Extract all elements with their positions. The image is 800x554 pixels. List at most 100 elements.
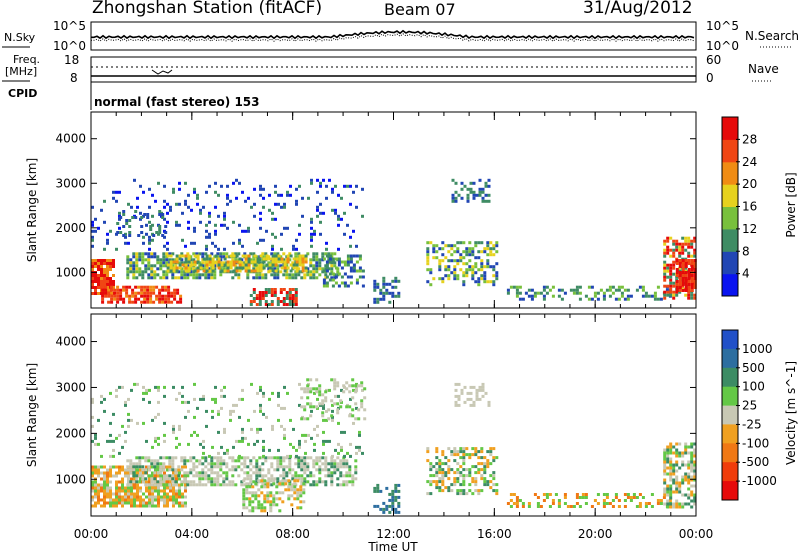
power-cell [161, 285, 165, 289]
velocity-cell [394, 486, 398, 490]
velocity-cell [168, 456, 172, 460]
velocity-cell [141, 474, 145, 478]
power-cell [620, 294, 624, 298]
velocity-cell [337, 451, 340, 455]
power-cell [318, 267, 322, 271]
power-cell [471, 247, 475, 251]
velocity-cell [145, 388, 148, 392]
power-cell [130, 205, 133, 209]
velocity-cell [459, 465, 463, 469]
velocity-cell [217, 412, 220, 416]
velocity-cell [663, 457, 667, 461]
velocity-cell [139, 495, 142, 499]
power-cell [349, 257, 353, 261]
power-cell [144, 264, 148, 268]
velocity-cell [426, 450, 430, 454]
velocity-cell [454, 394, 458, 398]
power-cell [164, 285, 168, 289]
velocity-cell [345, 474, 349, 478]
velocity-cell [391, 504, 395, 508]
velocity-cell [303, 468, 307, 472]
power-cell [349, 254, 353, 258]
velocity-cell [287, 485, 291, 489]
power-cell [294, 288, 298, 291]
velocity-cell [295, 454, 298, 458]
velocity-cell [249, 474, 253, 478]
power-cell [542, 297, 546, 301]
velocity-cell [109, 486, 112, 490]
velocity-cell [180, 456, 184, 460]
velocity-cell [189, 468, 193, 472]
velocity-cell [303, 471, 307, 475]
velocity-cell [312, 474, 316, 478]
power-cell [169, 254, 173, 258]
velocity-cell [348, 480, 352, 484]
power-cell [340, 281, 344, 285]
velocity-cell [438, 459, 442, 463]
velocity-cell [129, 471, 133, 475]
velocity-cell [539, 505, 543, 508]
velocity-cell [132, 474, 136, 478]
velocity-cell [687, 496, 691, 500]
velocity-cell [126, 459, 130, 463]
power-cell [337, 217, 340, 221]
power-cell [286, 257, 290, 261]
power-cell [113, 291, 117, 295]
power-cell [614, 288, 618, 292]
power-cell [545, 291, 549, 295]
power-cell [122, 285, 126, 289]
cpid-panel: CPID normal (fast stereo) 153 [8, 82, 260, 110]
power-cell [309, 276, 313, 280]
power-cell [687, 271, 691, 274]
velocity-cell [345, 480, 349, 484]
power-cell [352, 269, 356, 273]
power-cell [465, 250, 469, 254]
velocity-cell [148, 400, 151, 404]
power-cell [693, 293, 697, 297]
colorbar-swatch [722, 367, 738, 388]
velocity-cell [162, 468, 166, 472]
power-cell [204, 252, 208, 256]
power-cell [280, 232, 283, 236]
velocity-cell [363, 417, 367, 421]
power-cell [289, 254, 293, 258]
power-cell [107, 288, 111, 292]
velocity-cell [115, 480, 118, 484]
velocity-cell [435, 462, 439, 466]
power-cell [391, 294, 395, 298]
power-cell [294, 297, 298, 300]
power-cell [112, 262, 115, 265]
power-cell [161, 297, 165, 301]
velocity-cell [684, 475, 688, 479]
velocity-cell [324, 474, 328, 478]
power-cell [110, 297, 114, 301]
power-cell [189, 261, 193, 265]
power-cell [294, 255, 298, 259]
power-cell [495, 274, 499, 278]
power-cell [477, 277, 481, 281]
power-cell [690, 296, 694, 300]
power-cell [426, 241, 430, 245]
velocity-cell [97, 501, 100, 505]
power-cell [202, 269, 206, 273]
power-cell [333, 276, 337, 280]
power-cell [259, 254, 263, 258]
velocity-cell [109, 498, 112, 502]
power-cell [672, 284, 676, 288]
velocity-cell [355, 445, 358, 449]
power-cell [148, 220, 151, 224]
velocity-cell [181, 504, 184, 508]
velocity-cell [316, 397, 319, 401]
power-cell [331, 190, 334, 194]
power-cell [471, 277, 475, 281]
velocity-cell [284, 482, 288, 486]
velocity-cell [269, 509, 273, 513]
power-cell [112, 196, 115, 200]
power-cell [159, 261, 163, 265]
velocity-cell [259, 388, 262, 392]
power-cell [666, 293, 670, 297]
velocity-cell [243, 465, 247, 469]
velocity-cell [669, 496, 673, 500]
velocity-cell [334, 394, 337, 398]
power-cell [164, 231, 168, 234]
